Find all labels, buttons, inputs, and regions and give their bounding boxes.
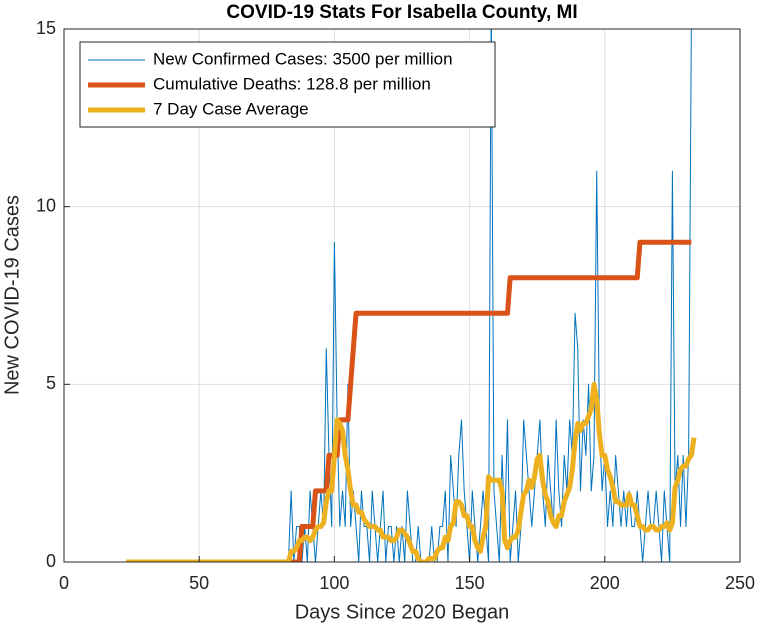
legend-box: [79, 41, 496, 128]
y-tick-label: 10: [36, 195, 56, 215]
legend: New Confirmed Cases: 3500 per million Cum…: [79, 41, 496, 128]
y-axis-label: New COVID-19 Cases: [1, 195, 23, 395]
series-line: [126, 381, 697, 562]
legend-label: 7 Day Case Average: [153, 99, 309, 118]
x-tick-label: 250: [725, 573, 755, 593]
x-tick-label: 150: [455, 573, 485, 593]
chart-title: COVID-19 Stats For Isabella County, MI: [226, 2, 577, 23]
x-axis-label: Days Since 2020 Began: [295, 601, 510, 623]
y-tick-label: 0: [46, 551, 56, 571]
ticks: 0 50 100 150 200 250 0 5 10 15: [36, 18, 755, 593]
series-line: [126, 239, 692, 562]
x-tick-label: 200: [590, 573, 620, 593]
x-tick-label: 100: [319, 573, 349, 593]
legend-label: New Confirmed Cases: 3500 per million: [153, 49, 453, 68]
plot-area: [126, 29, 697, 562]
y-tick-label: 5: [46, 373, 56, 393]
y-tick-label: 15: [36, 18, 56, 38]
x-tick-label: 0: [59, 573, 69, 593]
axes-box: [63, 28, 741, 563]
legend-label: Cumulative Deaths: 128.8 per million: [153, 74, 431, 93]
x-tick-label: 50: [189, 573, 209, 593]
